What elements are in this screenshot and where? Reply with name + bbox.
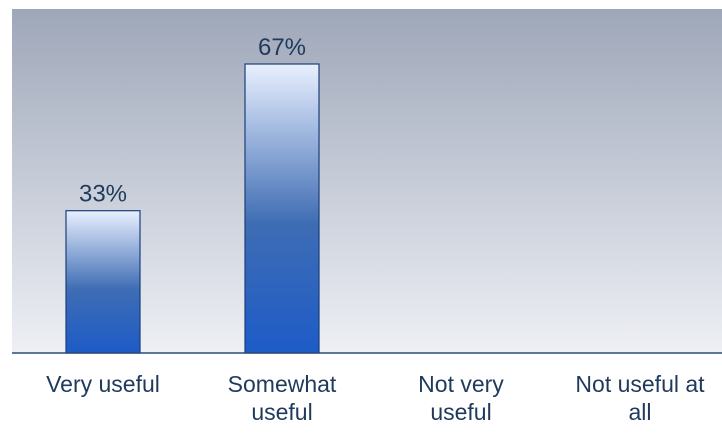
category-label-line: Somewhat [228,371,337,397]
category-label-line: Not very [418,371,504,397]
bar-1 [244,63,320,354]
category-label-line: useful [251,399,312,425]
category-label-1: Somewhat useful [228,371,337,425]
bar-0 [65,210,141,354]
value-labels: 33% 67% [79,34,306,208]
category-label-line: useful [430,399,491,425]
bars [65,63,320,354]
category-label-line: Not useful at [575,371,705,397]
category-label-0: Very useful [46,371,160,397]
category-label-line: all [628,399,651,425]
category-label-line: Very useful [46,371,160,397]
data-label-1: 67% [258,34,306,61]
category-label-2: Not very useful [418,371,504,425]
category-label-3: Not useful at all [575,371,705,425]
data-label-0: 33% [79,181,127,208]
